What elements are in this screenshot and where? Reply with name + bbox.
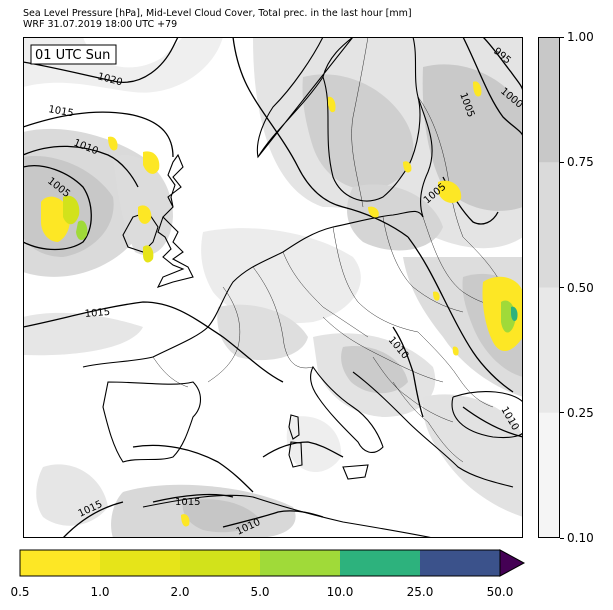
- time-label: 01 UTC Sun: [35, 48, 110, 63]
- precip-area: [76, 220, 88, 241]
- colorbar-frame: [538, 37, 560, 538]
- isobar-label: 1015: [84, 307, 110, 320]
- colorbar-tick-label: 10.0: [326, 585, 354, 599]
- country-borders: [152, 37, 523, 463]
- precip-area: [41, 196, 70, 242]
- colorbar-tick-label: 0.5: [10, 585, 30, 599]
- colorbar-tick-label: 50.0: [486, 585, 514, 599]
- cloud-area: [422, 394, 523, 517]
- coastline-corsica: [288, 414, 300, 440]
- isobar-995: [482, 37, 523, 93]
- cloud-area: [182, 499, 258, 533]
- isobar-1005-southeast: [462, 406, 523, 438]
- isobar-label: 1015: [47, 104, 74, 119]
- cloud-cover-colorbar: [538, 37, 560, 538]
- precip-area: [473, 81, 482, 97]
- coastline-sicily: [342, 464, 369, 480]
- cloud-area: [23, 312, 143, 356]
- coastline-iberia: [102, 381, 202, 463]
- precip-area: [452, 346, 459, 356]
- isobar-scandinavia: [232, 37, 409, 238]
- isobar-1010-south: [222, 510, 324, 528]
- isobar-east: [407, 236, 514, 393]
- cloud-level-swatch: [538, 162, 560, 288]
- cloud-area: [217, 304, 308, 361]
- precip-area: [108, 136, 118, 151]
- isobar-1015-north: [23, 111, 174, 158]
- precip-level-swatch: [340, 550, 421, 576]
- colorbar-tick: [560, 161, 564, 163]
- precip-area: [327, 96, 336, 113]
- coastline-black-sea: [451, 391, 523, 439]
- colorbar-extend-arrow: [499, 549, 526, 577]
- cloud-area: [201, 228, 361, 324]
- cloud-area: [341, 346, 408, 394]
- cloud-level-swatch: [538, 37, 560, 163]
- isobar-south-2: [262, 441, 344, 458]
- precip-area: [138, 205, 152, 224]
- precip-area: [63, 195, 80, 225]
- cloud-area: [113, 155, 173, 256]
- cloud-area: [36, 464, 108, 526]
- isobar-1015-south: [152, 493, 234, 503]
- precip-level-swatch: [260, 550, 341, 576]
- precip-area: [143, 151, 160, 174]
- isobar-label: 1015: [175, 497, 200, 508]
- map-frame: [23, 37, 523, 538]
- chart-title: Sea Level Pressure [hPa], Mid-Level Clou…: [23, 8, 412, 19]
- colorbar-tick: [560, 287, 564, 288]
- coastline-north-africa: [142, 494, 434, 538]
- precip-area: [438, 180, 462, 203]
- coastline-norway: [256, 37, 354, 159]
- colorbar-tick: [560, 36, 564, 38]
- weather-map: 1020 1015 1010 1005 1015 1010 1005 995 1…: [23, 37, 523, 538]
- precip-area: [433, 291, 440, 301]
- colorbar-tick: [560, 412, 564, 414]
- cloud-area: [422, 64, 523, 211]
- isobars: [23, 37, 523, 538]
- coastline-baltic: [417, 96, 433, 218]
- precip-area: [511, 306, 518, 321]
- isobar-1000: [462, 37, 523, 138]
- isobar-1015-central: [23, 301, 284, 383]
- precip-area: [403, 161, 412, 173]
- precip-area: [143, 245, 154, 263]
- colorbar-tick-label: 0.10: [567, 531, 594, 545]
- precip-level-swatch: [420, 550, 501, 576]
- precip-level-swatch: [20, 550, 101, 576]
- isobar-1015-south-west: [62, 501, 124, 538]
- precip-area: [368, 206, 379, 218]
- isobar-1010-balkan: [392, 326, 424, 418]
- precip-level-swatch: [180, 550, 261, 576]
- coastline-sweden: [322, 37, 421, 202]
- chart-subtitle: WRF 31.07.2019 18:00 UTC +79: [23, 19, 178, 30]
- isobar-1005-west: [23, 165, 92, 251]
- precipitation-colorbar: [19, 549, 526, 577]
- isobar-1010-north: [23, 145, 139, 188]
- colorbar-tick-label: 2.0: [170, 585, 190, 599]
- colorbar-tick-label: 0.25: [567, 405, 594, 420]
- colorbar-tick-label: 25.0: [406, 585, 434, 599]
- coastline-italy: [309, 365, 384, 453]
- precip-area: [181, 514, 190, 527]
- colorbar-tick-label: 5.0: [250, 585, 270, 599]
- isobar-1020: [23, 37, 179, 83]
- coastline-adriatic: [352, 371, 514, 488]
- colorbar-tick: [560, 537, 564, 539]
- time-label-box: 01 UTC Sun: [30, 44, 117, 65]
- colorbar-tick-label: 1.0: [90, 585, 110, 599]
- colorbar-tick-label: 0.75: [567, 155, 594, 170]
- colorbar-frame: [19, 549, 501, 577]
- precipitation-layer: [41, 81, 523, 527]
- cloud-level-swatch: [538, 412, 560, 538]
- precip-level-swatch: [100, 550, 181, 576]
- isobar-south: [132, 444, 254, 493]
- coastline-great-britain: [156, 153, 194, 288]
- cloud-level-swatch: [538, 287, 560, 414]
- colorbar-tick-label: 0.50: [567, 280, 594, 295]
- colorbar-tick-label: 1.00: [567, 30, 594, 44]
